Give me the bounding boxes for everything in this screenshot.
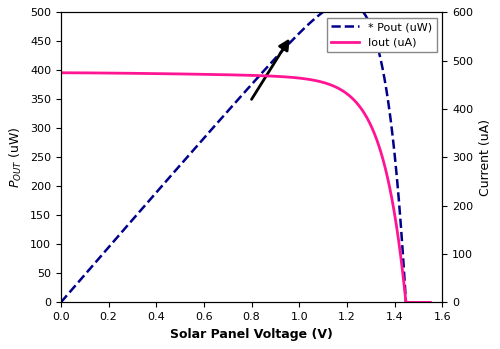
Iout (uA) (403, 300, 409, 304)
* Pout (uW) (349, 1, 355, 5)
* Pout (uW) (343, 0, 349, 4)
Legend: * Pout (uW), Iout (uA): * Pout (uW), Iout (uA) (327, 18, 436, 52)
Y-axis label: Current (uA): Current (uA) (478, 119, 492, 196)
* Pout (uW) (416, 300, 422, 304)
Y-axis label: $P_{OUT}$ (uW): $P_{OUT}$ (uW) (8, 127, 24, 188)
* Pout (uW) (428, 300, 434, 304)
* Pout (uW) (58, 300, 64, 304)
Iout (uA) (76, 71, 82, 75)
Iout (uA) (417, 300, 423, 304)
Iout (uA) (349, 96, 355, 100)
Iout (uA) (416, 300, 422, 304)
Iout (uA) (58, 70, 64, 75)
Iout (uA) (228, 73, 234, 77)
X-axis label: Solar Panel Voltage (V): Solar Panel Voltage (V) (170, 328, 333, 341)
* Pout (uW) (76, 279, 82, 283)
Line: * Pout (uW): * Pout (uW) (61, 2, 430, 302)
* Pout (uW) (238, 95, 244, 99)
Line: Iout (uA): Iout (uA) (61, 73, 430, 302)
* Pout (uW) (228, 106, 234, 110)
* Pout (uW) (417, 300, 423, 304)
Iout (uA) (238, 73, 244, 77)
Iout (uA) (428, 300, 434, 304)
